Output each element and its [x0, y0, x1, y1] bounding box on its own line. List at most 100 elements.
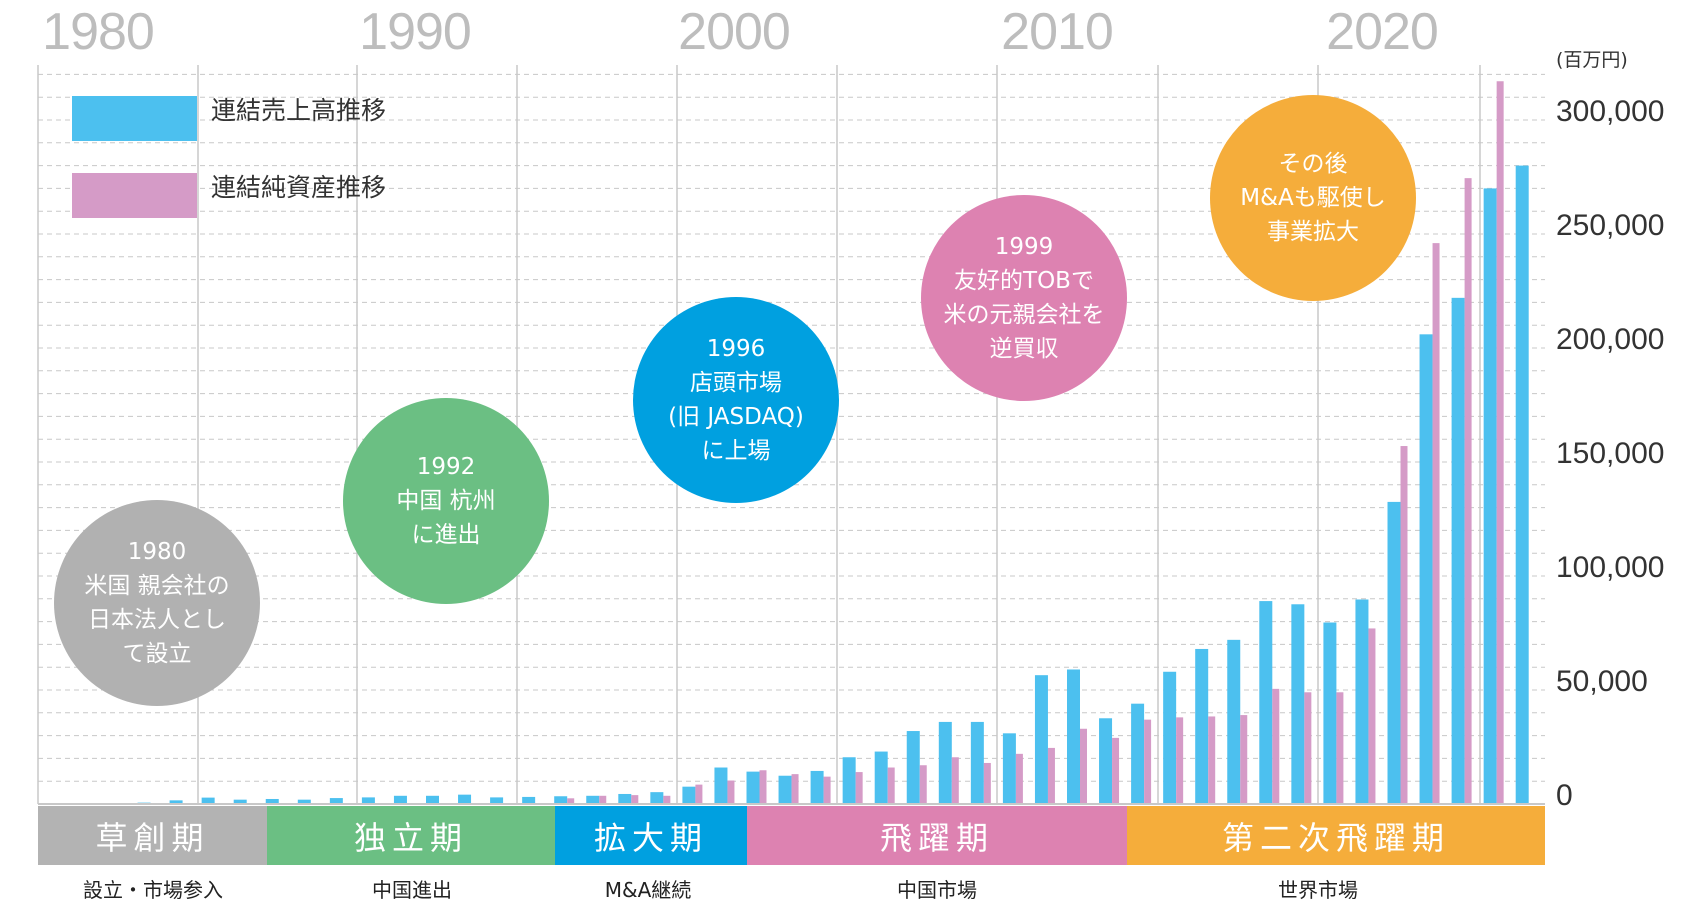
bar-sales-2012 — [1131, 703, 1145, 804]
legend-label-net-assets: 連結純資産推移 — [211, 173, 387, 202]
bar-sales-2011 — [1099, 718, 1113, 804]
bar-sales-2020 — [1387, 501, 1401, 804]
y-tick-label: 0 — [1556, 779, 1573, 812]
year-label: 1990 — [359, 3, 472, 61]
bar-net-assets-2018 — [1336, 692, 1344, 804]
y-tick-label: 50,000 — [1556, 665, 1648, 698]
bar-sales-2009 — [1034, 675, 1048, 804]
bar-net-assets-1994 — [567, 798, 575, 804]
bar-net-assets-1997 — [663, 795, 671, 804]
milestone-text: 1992 — [416, 454, 476, 480]
bar-sales-1996 — [618, 793, 632, 804]
y-tick-label: 250,000 — [1556, 209, 1665, 242]
phase-band: 第二次飛躍期 — [1127, 806, 1545, 865]
bar-net-assets-2005 — [919, 765, 927, 804]
bar-net-assets-2012 — [1144, 719, 1152, 804]
bar-sales-2008 — [1002, 733, 1016, 804]
milestone-text: 日本法人とし — [88, 607, 226, 633]
bar-net-assets-1999 — [727, 780, 735, 804]
bar-sales-1994 — [554, 796, 568, 804]
y-tick-label: 200,000 — [1556, 323, 1665, 356]
phase-band: 拡大期 — [555, 806, 747, 865]
milestone-text: 米の元親会社を — [943, 302, 1105, 328]
bar-net-assets-2019 — [1368, 628, 1376, 804]
bar-net-assets-2001 — [791, 774, 799, 804]
phase-band: 飛躍期 — [747, 806, 1127, 865]
milestone-text: その後 — [1278, 151, 1348, 177]
bar-net-assets-1996 — [631, 795, 639, 804]
bar-sales-2003 — [842, 757, 856, 804]
milestone-text: 1999 — [994, 234, 1054, 260]
bar-sales-2013 — [1163, 671, 1177, 804]
bar-sales-2004 — [874, 751, 888, 804]
bar-sales-1989 — [393, 795, 407, 804]
milestone-text: 店頭市場 — [690, 370, 782, 396]
bar-sales-2001 — [778, 775, 792, 804]
bar-sales-2007 — [970, 721, 984, 804]
milestone-text: 友好的TOBで — [954, 268, 1094, 294]
bar-net-assets-2010 — [1080, 728, 1087, 804]
bar-sales-1997 — [650, 792, 664, 804]
bar-net-assets-2006 — [951, 757, 959, 804]
phase-subtitle: 世界市場 — [1278, 878, 1358, 902]
bar-net-assets-2016 — [1272, 688, 1280, 804]
bar-sales-1983 — [201, 797, 215, 804]
phase-subtitle: 中国市場 — [897, 878, 977, 902]
bar-net-assets-2007 — [983, 762, 991, 804]
year-label: 2010 — [1001, 3, 1114, 61]
milestone-text: 1980 — [127, 539, 187, 565]
bar-net-assets-2013 — [1176, 717, 1184, 804]
milestone-text: 事業拡大 — [1267, 219, 1359, 245]
bar-sales-2022 — [1451, 297, 1465, 804]
bar-sales-2019 — [1355, 599, 1369, 804]
bar-net-assets-2009 — [1047, 747, 1055, 804]
bar-net-assets-2022 — [1464, 178, 1472, 804]
bar-sales-2002 — [810, 770, 824, 804]
bar-net-assets-2015 — [1240, 715, 1248, 804]
bar-sales-1993 — [522, 796, 536, 804]
bar-net-assets-1998 — [695, 784, 703, 804]
milestone-text: M&Aも駆使し — [1240, 185, 1386, 211]
milestone-bubble: 1992 中国 杭州 に進出 — [343, 398, 549, 604]
milestone-bubble: 1996 店頭市場 (旧 JASDAQ) に上場 — [633, 297, 839, 503]
bar-sales-1984 — [233, 799, 247, 804]
bar-sales-2005 — [906, 731, 920, 804]
legend-swatch-sales — [72, 96, 197, 141]
milestone-text: (旧 JASDAQ) — [668, 404, 804, 430]
bar-sales-2016 — [1259, 601, 1273, 804]
bar-net-assets-2011 — [1112, 737, 1120, 804]
bar-net-assets-2014 — [1208, 716, 1216, 804]
bar-sales-2000 — [746, 771, 760, 804]
milestone-bubble: 1980 米国 親会社の 日本法人とし て設立 — [54, 500, 260, 706]
bar-net-assets-2003 — [855, 772, 863, 804]
bar-net-assets-2021 — [1432, 243, 1440, 804]
milestone-text: 逆買収 — [989, 336, 1059, 362]
bar-sales-2015 — [1227, 639, 1241, 804]
bar-sales-1990 — [426, 795, 439, 804]
bar-sales-1995 — [586, 795, 600, 804]
bar-sales-2024 — [1515, 165, 1529, 805]
bar-net-assets-2008 — [1015, 753, 1023, 804]
unit-label: (百万円) — [1556, 49, 1628, 71]
y-tick-label: 150,000 — [1556, 437, 1665, 470]
legend-label-sales: 連結売上高推移 — [211, 96, 387, 125]
bar-sales-1992 — [490, 797, 504, 804]
phase-subtitle: 設立・市場参入 — [83, 878, 223, 902]
y-tick-label: 300,000 — [1556, 95, 1665, 128]
bar-sales-2017 — [1291, 604, 1305, 804]
bar-sales-2006 — [938, 721, 952, 804]
y-tick-label: 100,000 — [1556, 551, 1665, 584]
phase-band: 草創期 — [38, 806, 267, 865]
bar-sales-1982 — [169, 800, 183, 804]
milestone-text: 米国 親会社の — [84, 573, 230, 599]
milestone-text: 1996 — [706, 336, 766, 362]
bar-net-assets-2020 — [1400, 446, 1408, 804]
bar-net-assets-2023 — [1496, 81, 1504, 805]
year-label: 2000 — [678, 3, 791, 61]
bar-net-assets-2017 — [1304, 692, 1312, 804]
bar-sales-1999 — [714, 767, 728, 804]
bar-sales-1998 — [682, 786, 696, 804]
bar-sales-1986 — [297, 799, 311, 804]
phase-subtitle: M&A継続 — [604, 878, 692, 902]
bar-sales-1987 — [329, 798, 343, 804]
